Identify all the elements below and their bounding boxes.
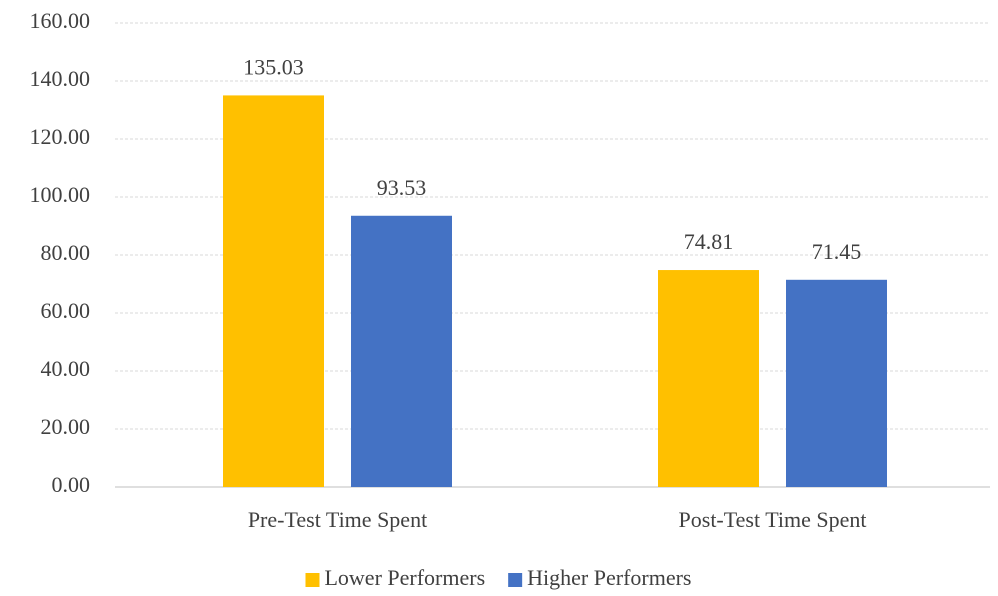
bar bbox=[786, 279, 887, 487]
bar bbox=[223, 95, 324, 488]
legend-swatch bbox=[508, 573, 523, 587]
y-tick-label: 120.00 bbox=[30, 124, 91, 149]
data-label: 135.03 bbox=[243, 54, 304, 79]
y-tick-label: 100.00 bbox=[30, 182, 91, 207]
legend-swatch bbox=[305, 573, 320, 587]
y-tick-label: 0.00 bbox=[52, 472, 91, 497]
y-tick-label: 80.00 bbox=[41, 240, 91, 265]
bar bbox=[351, 215, 452, 487]
y-tick-label: 140.00 bbox=[30, 66, 91, 91]
y-tick-label: 160.00 bbox=[30, 8, 91, 33]
bar bbox=[658, 270, 759, 487]
y-tick-label: 20.00 bbox=[41, 414, 91, 439]
y-tick-label: 60.00 bbox=[41, 298, 91, 323]
x-tick-label: Pre-Test Time Spent bbox=[248, 507, 427, 532]
data-label: 74.81 bbox=[684, 229, 734, 254]
legend-label: Higher Performers bbox=[527, 565, 691, 590]
data-label: 93.53 bbox=[377, 175, 427, 200]
y-tick-label: 40.00 bbox=[41, 356, 91, 381]
data-label: 71.45 bbox=[812, 239, 862, 264]
legend-label: Lower Performers bbox=[324, 565, 485, 590]
x-tick-label: Post-Test Time Spent bbox=[679, 507, 867, 532]
